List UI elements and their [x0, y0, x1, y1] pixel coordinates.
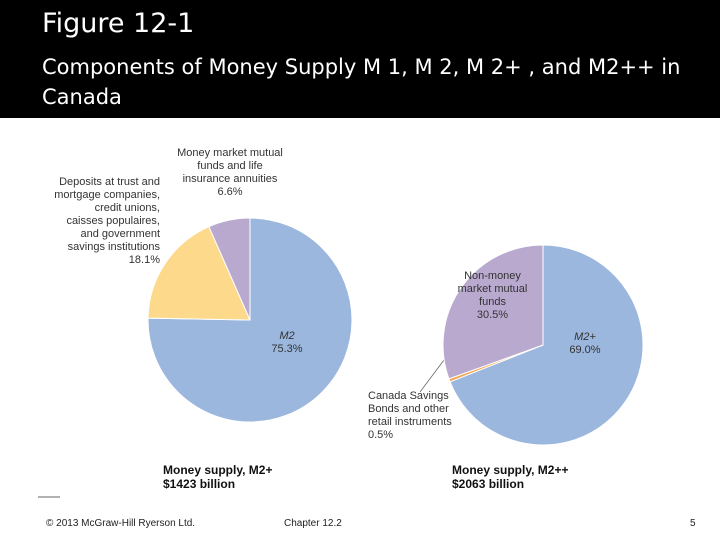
slice-value: 69.0%	[569, 344, 601, 356]
slice-name: Canada Savings Bonds and other retail in…	[368, 390, 452, 428]
slide-subtitle: Components of Money Supply M 1, M 2, M 2…	[42, 55, 681, 109]
chart-subtitle: $1423 billion	[163, 477, 236, 491]
header-band	[0, 0, 720, 118]
chart-subtitle: $2063 billion	[452, 477, 525, 491]
chart-title-line: Money supply, M2+	[163, 463, 273, 477]
slice-value: 6.6%	[217, 186, 243, 198]
leader-line	[419, 355, 448, 393]
chart-title-line: Money supply, M2++	[452, 463, 569, 477]
slice-name: Non-money market mutual funds	[457, 270, 528, 308]
slice-value: 18.1%	[128, 254, 160, 266]
slice-label: M2+ 69.0%	[560, 331, 610, 357]
slice-label: M2 75.3%	[262, 330, 312, 356]
slice-value: 75.3%	[271, 343, 303, 355]
slide-title: Figure 12-1	[42, 8, 195, 39]
pie-slice	[442, 244, 544, 380]
slice-name: M2	[279, 330, 295, 342]
pie-slice	[449, 244, 644, 446]
slice-name: Deposits at trust and mortgage companies…	[54, 176, 160, 253]
chart-title: Money supply, M2+ $1423 billion	[163, 463, 272, 491]
footer-copyright: © 2013 McGraw-Hill Ryerson Ltd.	[46, 518, 196, 529]
pie-slice	[147, 225, 251, 321]
slice-label: Money market mutual funds and life insur…	[160, 147, 300, 199]
pie-slice	[208, 217, 251, 321]
slice-label: Deposits at trust and mortgage companies…	[20, 176, 160, 267]
slice-value: 0.5%	[368, 429, 394, 441]
slice-label: Non-money market mutual funds 30.5%	[440, 270, 545, 322]
footer-chapter: Chapter 12.2	[284, 518, 342, 529]
slice-name: Money market mutual funds and life insur…	[177, 147, 283, 185]
slice-name: M2+	[574, 331, 596, 343]
page-number: 5	[690, 518, 696, 529]
slice-value: 30.5%	[476, 309, 509, 321]
slice-label: Canada Savings Bonds and other retail in…	[368, 390, 478, 442]
chart-title: Money supply, M2++ $2063 billion	[452, 463, 568, 491]
pie-slice	[147, 217, 353, 423]
